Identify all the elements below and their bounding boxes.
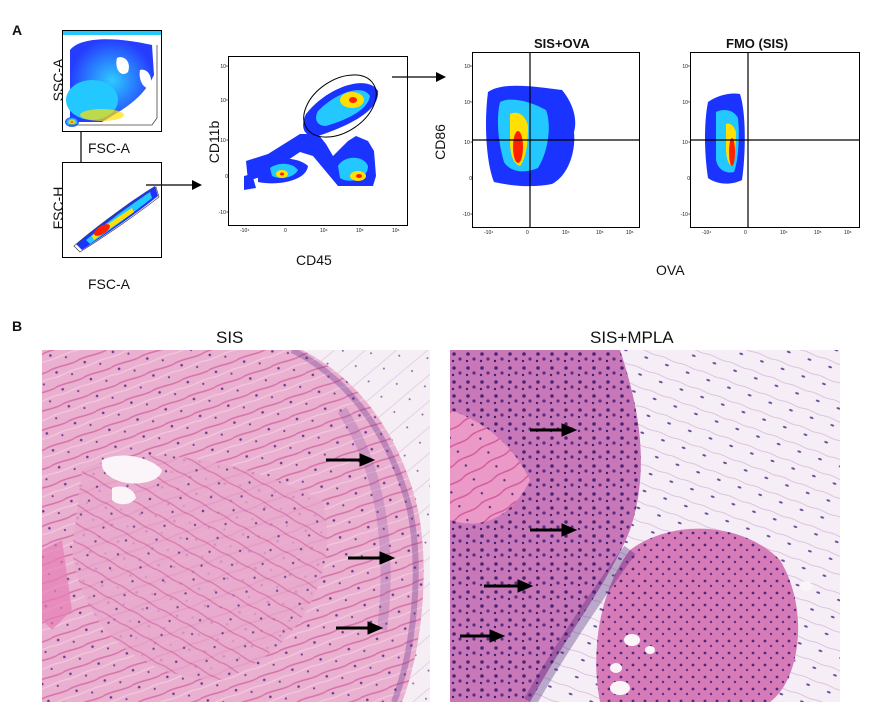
tick-label: 0 <box>526 230 529 236</box>
arrow-marks <box>460 423 578 643</box>
plot5-title: FMO (SIS) <box>726 36 789 51</box>
histology-image-sis <box>42 350 430 702</box>
plot3-xticks: -10⁴ 0 10⁴ 10⁵ 10⁶ <box>228 228 408 238</box>
tick-label: -10⁴ <box>702 230 712 236</box>
tick-label: 10⁵ <box>596 230 604 236</box>
tick-label: 10⁵ <box>814 230 822 236</box>
plot2-ylabel: FSC-H <box>50 186 66 230</box>
plot3-ylabel: CD11b <box>206 120 222 164</box>
tick-label: 0 <box>744 230 747 236</box>
plot5-yticks: 10⁶ 10⁵ 10⁴ 0 -10⁴ <box>676 56 690 226</box>
plot3-yticks: 10⁶ 10⁵ 10⁴ 0 -10⁴ <box>214 60 228 224</box>
plot4-yticks: 10⁶ 10⁵ 10⁴ 0 -10⁴ <box>458 56 472 226</box>
plot-ssc-fsc <box>62 30 162 132</box>
plot-cd11b-cd45 <box>228 56 408 226</box>
plot4-ylabel: CD86 <box>432 124 448 160</box>
tick-label: -10⁴ <box>240 228 250 234</box>
tick-label: 10⁴ <box>464 140 472 146</box>
tick-label: 0 <box>284 228 287 234</box>
plot2-xlabel: FSC-A <box>88 276 130 292</box>
tick-label: 0 <box>687 176 690 182</box>
tick-label: -10⁴ <box>484 230 494 236</box>
tick-label: 10⁶ <box>220 64 228 70</box>
tick-label: 10⁵ <box>682 100 690 106</box>
tick-label: 10⁴ <box>562 230 570 236</box>
plot3-xlabel: CD45 <box>296 252 332 268</box>
tick-label: 0 <box>225 174 228 180</box>
tick-label: 10⁵ <box>220 98 228 104</box>
gate-arrow-right-2 <box>392 72 446 82</box>
plot5-xticks: -10⁴ 0 10⁴ 10⁵ 10⁶ <box>690 230 860 240</box>
shared-xlabel-ova: OVA <box>656 262 685 278</box>
plot1-xlabel: FSC-A <box>88 140 130 156</box>
plot-cd86-ova-fmo <box>690 52 860 228</box>
tick-label: 10⁵ <box>464 100 472 106</box>
tick-label: 10⁴ <box>780 230 788 236</box>
tick-label: 10⁴ <box>220 138 228 144</box>
histology-image-sis-mpla <box>450 350 840 702</box>
plot4-title: SIS+OVA <box>534 36 590 51</box>
plot-cd86-ova-sis-ova <box>472 52 640 228</box>
tick-label: 10⁶ <box>682 64 690 70</box>
tick-label: 10⁶ <box>844 230 852 236</box>
arrow-marks <box>326 453 396 635</box>
tick-label: 10⁵ <box>356 228 364 234</box>
tick-label: -10⁴ <box>680 212 690 218</box>
panel-a-letter: A <box>12 22 23 38</box>
gate-arrow-right-1 <box>146 180 202 190</box>
plot-fsch-fsca <box>62 162 162 258</box>
plot4-xticks: -10⁴ 0 10⁴ 10⁵ 10⁶ <box>472 230 640 240</box>
tick-label: 10⁴ <box>682 140 690 146</box>
plot1-ylabel: SSC-A <box>50 58 66 102</box>
panel-b-letter: B <box>12 318 23 334</box>
tick-label: 10⁴ <box>320 228 328 234</box>
tick-label: 10⁶ <box>464 64 472 70</box>
tick-label: -10⁴ <box>218 210 228 216</box>
left-histology-title: SIS <box>216 328 244 347</box>
tick-label: 10⁶ <box>626 230 634 236</box>
tick-label: 10⁶ <box>392 228 400 234</box>
tick-label: 0 <box>469 176 472 182</box>
right-histology-title: SIS+MPLA <box>590 328 674 347</box>
tick-label: -10⁴ <box>462 212 472 218</box>
